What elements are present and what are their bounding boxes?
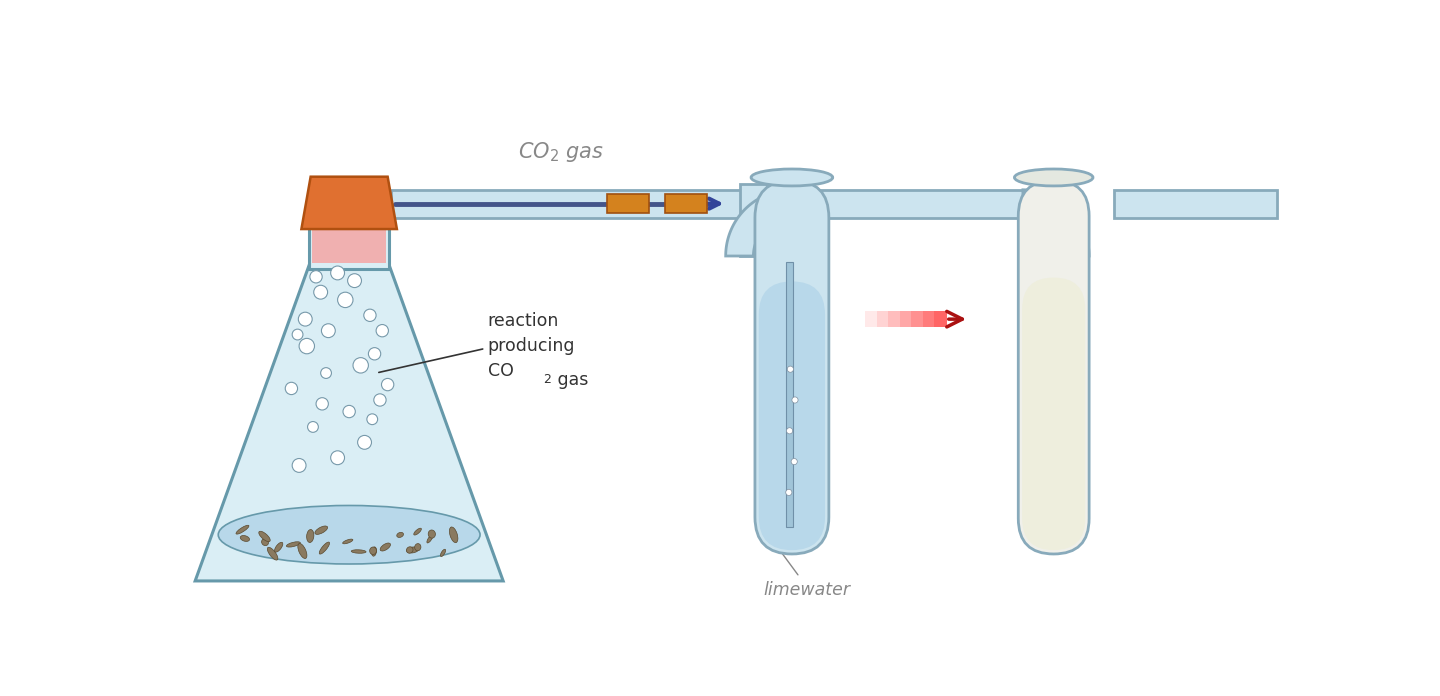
Ellipse shape xyxy=(415,544,420,551)
FancyBboxPatch shape xyxy=(740,184,768,256)
Circle shape xyxy=(357,436,372,450)
FancyBboxPatch shape xyxy=(390,190,768,217)
Ellipse shape xyxy=(1014,169,1093,186)
FancyBboxPatch shape xyxy=(1113,190,1277,217)
FancyBboxPatch shape xyxy=(740,204,768,256)
Circle shape xyxy=(347,274,361,287)
FancyBboxPatch shape xyxy=(786,262,792,527)
Ellipse shape xyxy=(351,550,366,553)
Ellipse shape xyxy=(428,530,435,538)
Ellipse shape xyxy=(449,527,458,543)
FancyBboxPatch shape xyxy=(923,311,935,327)
Ellipse shape xyxy=(259,531,271,541)
FancyBboxPatch shape xyxy=(1047,184,1076,256)
Circle shape xyxy=(364,309,376,322)
Ellipse shape xyxy=(307,530,314,542)
Circle shape xyxy=(369,347,380,360)
Ellipse shape xyxy=(406,547,413,553)
Text: 2: 2 xyxy=(543,374,552,386)
FancyBboxPatch shape xyxy=(877,311,888,327)
Circle shape xyxy=(343,405,356,418)
Circle shape xyxy=(314,285,327,299)
Circle shape xyxy=(337,292,353,308)
Ellipse shape xyxy=(315,526,327,535)
Ellipse shape xyxy=(219,505,480,564)
FancyBboxPatch shape xyxy=(665,194,707,213)
Ellipse shape xyxy=(397,532,403,537)
Ellipse shape xyxy=(380,543,390,551)
Ellipse shape xyxy=(372,547,376,556)
Circle shape xyxy=(331,266,344,280)
FancyBboxPatch shape xyxy=(759,281,825,550)
Ellipse shape xyxy=(426,535,433,543)
FancyBboxPatch shape xyxy=(865,311,877,327)
Ellipse shape xyxy=(236,525,249,534)
Ellipse shape xyxy=(752,169,832,186)
Circle shape xyxy=(315,397,328,410)
Ellipse shape xyxy=(298,544,307,558)
Ellipse shape xyxy=(320,542,330,554)
FancyBboxPatch shape xyxy=(1018,180,1089,554)
Ellipse shape xyxy=(441,549,445,557)
FancyBboxPatch shape xyxy=(608,194,649,213)
Polygon shape xyxy=(196,265,503,581)
Polygon shape xyxy=(726,190,792,256)
Circle shape xyxy=(786,428,792,434)
Ellipse shape xyxy=(343,539,353,544)
Text: gas: gas xyxy=(552,371,588,389)
Circle shape xyxy=(308,422,318,432)
Circle shape xyxy=(788,366,793,372)
Ellipse shape xyxy=(287,541,301,547)
Circle shape xyxy=(382,379,393,390)
Circle shape xyxy=(310,271,323,283)
Circle shape xyxy=(786,489,792,496)
Circle shape xyxy=(374,394,386,406)
FancyBboxPatch shape xyxy=(935,311,946,327)
Circle shape xyxy=(298,313,312,326)
FancyBboxPatch shape xyxy=(854,311,865,327)
FancyBboxPatch shape xyxy=(888,311,900,327)
FancyBboxPatch shape xyxy=(755,180,829,554)
Circle shape xyxy=(331,451,344,465)
FancyBboxPatch shape xyxy=(312,228,386,263)
FancyBboxPatch shape xyxy=(806,190,1024,217)
Ellipse shape xyxy=(262,539,268,546)
Circle shape xyxy=(792,397,798,403)
Ellipse shape xyxy=(275,542,282,552)
Text: reaction
producing
CO: reaction producing CO xyxy=(488,312,575,380)
Circle shape xyxy=(321,324,336,338)
Ellipse shape xyxy=(413,528,422,535)
Circle shape xyxy=(292,329,302,340)
Circle shape xyxy=(353,358,369,373)
Ellipse shape xyxy=(268,547,278,560)
Circle shape xyxy=(376,324,389,337)
Circle shape xyxy=(285,382,298,395)
Circle shape xyxy=(791,459,798,465)
FancyBboxPatch shape xyxy=(310,223,389,269)
Circle shape xyxy=(300,338,314,354)
Ellipse shape xyxy=(240,535,249,541)
FancyBboxPatch shape xyxy=(912,311,923,327)
Polygon shape xyxy=(1022,190,1089,256)
Circle shape xyxy=(292,459,307,473)
Circle shape xyxy=(321,367,331,379)
Text: CO$_2$ gas: CO$_2$ gas xyxy=(518,140,603,164)
Polygon shape xyxy=(301,177,397,229)
FancyBboxPatch shape xyxy=(900,311,912,327)
Text: limewater: limewater xyxy=(763,581,851,599)
Ellipse shape xyxy=(408,547,419,553)
FancyBboxPatch shape xyxy=(1022,278,1086,550)
Circle shape xyxy=(367,414,377,425)
Ellipse shape xyxy=(370,547,376,555)
